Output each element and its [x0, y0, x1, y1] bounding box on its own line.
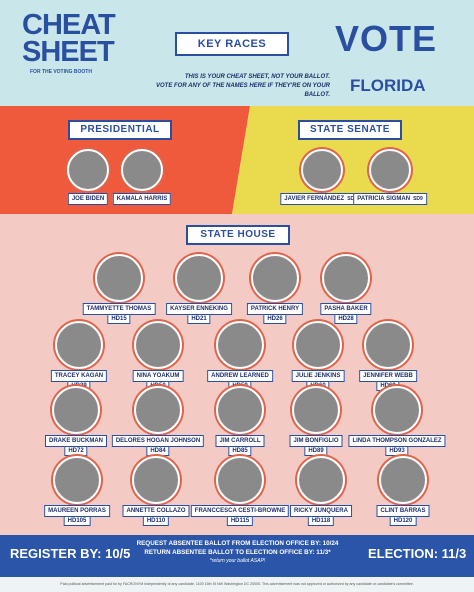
candidate-photo [322, 254, 370, 302]
candidate-label: JAVIER FERNÁNDEZSD39 [280, 193, 364, 205]
candidate-label: JOE BIDEN [67, 193, 109, 205]
intro-line: THIS IS YOUR CHEAT SHEET, NOT YOUR BALLO… [184, 74, 330, 80]
candidate-photo [297, 456, 345, 504]
candidate-name: PATRICIA SIGMAN [357, 196, 411, 202]
candidate-district: HD15 [107, 314, 131, 324]
candidate-district: SD9 [413, 196, 423, 202]
disclaimer: Paid political advertisement paid for by… [0, 577, 474, 592]
candidate-photo [301, 149, 343, 191]
vote: VOTE [335, 18, 438, 59]
candidate-photo [134, 386, 182, 434]
candidate-photo [364, 321, 412, 369]
candidate-district: HD72 [64, 446, 88, 456]
candidate-district: HD84 [146, 446, 170, 456]
key-races-banner: KEY RACES [175, 32, 289, 56]
senate-bg [232, 106, 474, 214]
candidate-photo [52, 386, 100, 434]
note: *return your ballot ASAP! [209, 558, 266, 564]
candidate-photo [53, 456, 101, 504]
state: FLORIDA [350, 76, 426, 95]
candidate-name: JOE BIDEN [71, 196, 105, 202]
candidate-district: HD85 [228, 446, 252, 456]
candidate-photo [216, 386, 264, 434]
presidential-banner: PRESIDENTIAL [68, 120, 172, 140]
candidate-district: HD110 [142, 516, 170, 526]
candidate-photo [67, 149, 109, 191]
candidate-district: HD120 [389, 516, 417, 526]
candidate-photo [373, 386, 421, 434]
candidate-district: HD105 [63, 516, 91, 526]
candidate-photo [216, 321, 264, 369]
intro: THIS IS YOUR CHEAT SHEET, NOT YOUR BALLO… [130, 73, 330, 100]
candidate-photo [369, 149, 411, 191]
candidate-district: HD28 [334, 314, 358, 324]
candidate-photo [216, 456, 264, 504]
candidate-district: HD115 [226, 516, 254, 526]
footer-bg [0, 535, 474, 577]
candidate-name: KAMALA HARRIS [116, 196, 168, 202]
candidate-photo [292, 386, 340, 434]
candidate-photo [175, 254, 223, 302]
candidate-district: HD26 [263, 314, 287, 324]
candidate-district: HD21 [187, 314, 211, 324]
candidate-district: HD118 [307, 516, 335, 526]
election: ELECTION: 11/3 [368, 546, 467, 561]
candidate-photo [95, 254, 143, 302]
return: RETURN ABSENTEE BALLOT TO ELECTION OFFIC… [144, 549, 331, 556]
title: CHEAT SHEET [22, 9, 116, 68]
candidate-label: PATRICIA SIGMAN SD9 [353, 193, 427, 205]
candidate-photo [132, 456, 180, 504]
request: REQUEST ABSENTEE BALLOT FROM ELECTION OF… [136, 540, 339, 547]
candidate-name: JAVIER FERNÁNDEZ [284, 196, 345, 202]
candidate-district: HD93 [385, 446, 409, 456]
candidate-photo [134, 321, 182, 369]
candidate-photo [379, 456, 427, 504]
absentee: REQUEST ABSENTEE BALLOT FROM ELECTION OF… [115, 539, 360, 566]
candidate-label: KAMALA HARRIS [112, 193, 172, 205]
candidate-photo [251, 254, 299, 302]
senate-banner: STATE SENATE [298, 120, 402, 140]
candidate-district: HD89 [304, 446, 328, 456]
subtitle: FOR THE VOTING BOOTH [30, 69, 92, 75]
house-banner: STATE HOUSE [186, 225, 290, 245]
candidate-photo [121, 149, 163, 191]
register: REGISTER BY: 10/5 [10, 546, 131, 561]
candidate-photo [294, 321, 342, 369]
intro-line: VOTE FOR ANY OF THE NAMES HERE IF THEY'R… [156, 83, 330, 98]
candidate-photo [55, 321, 103, 369]
